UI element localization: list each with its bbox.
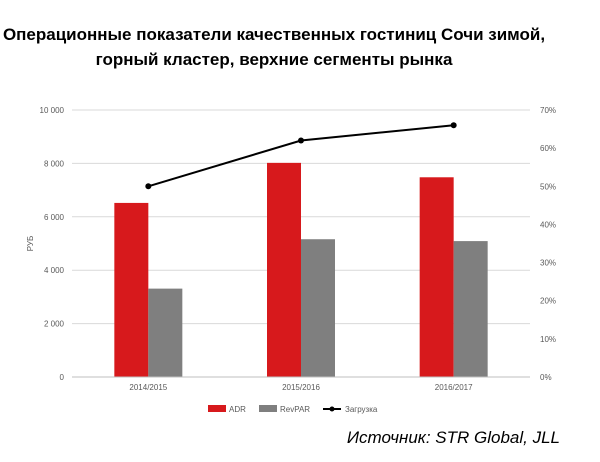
chart-title-line-1: Операционные показатели качественных гос… <box>2 25 546 44</box>
y2-tick-label: 30% <box>540 259 556 268</box>
occupancy-point <box>145 183 152 190</box>
y-tick-label: 4 000 <box>44 266 65 275</box>
bar-adr <box>267 162 301 377</box>
source-note: Источник: STR Global, JLL <box>346 428 560 447</box>
bar-adr <box>114 202 149 377</box>
y2-tick-label: 10% <box>540 335 556 344</box>
y-tick-label: 8 000 <box>44 159 65 168</box>
x-tick-label: 2015/2016 <box>282 383 320 392</box>
y2-tick-label: 20% <box>540 297 556 306</box>
legend: ADR RevPAR Загрузка <box>208 405 378 414</box>
y2-tick-label: 50% <box>540 182 556 191</box>
legend-label: Загрузка <box>345 405 378 414</box>
y-tick-label: 6 000 <box>44 213 65 222</box>
legend-label: ADR <box>229 405 246 414</box>
bar-revpar <box>453 241 488 377</box>
y2-tick-label: 60% <box>540 144 556 153</box>
occupancy-point <box>298 137 304 144</box>
y2-tick-label: 0% <box>540 373 552 382</box>
x-tick-label: 2014/2015 <box>129 383 167 392</box>
legend-swatch-adr <box>208 405 226 412</box>
chart-title: Операционные показатели качественных гос… <box>0 22 548 72</box>
axes: 0 2 000 4 000 6 000 8 000 10 000 0% 10% 20% 30% 40… <box>26 106 556 392</box>
y-tick-label: 10 000 <box>40 106 65 115</box>
bar-revpar <box>148 288 183 377</box>
y2-tick-label: 70% <box>540 106 556 115</box>
legend-swatch-marker <box>329 406 335 412</box>
occupancy-point <box>450 122 457 129</box>
legend-label: RevPAR <box>280 405 310 414</box>
bar-adr <box>419 177 454 377</box>
y2-tick-label: 40% <box>540 220 556 229</box>
y-axis-title: РУБ <box>26 236 35 252</box>
y-tick-label: 2 000 <box>44 320 65 329</box>
occupancy-line <box>145 122 457 190</box>
chart-title-line-2: горный кластер, верхние сегменты рынка <box>95 50 453 69</box>
legend-swatch-revpar <box>259 405 277 412</box>
bars <box>114 162 488 377</box>
y-tick-label: 0 <box>60 373 65 382</box>
x-tick-label: 2016/2017 <box>435 383 473 392</box>
bar-revpar <box>301 239 335 377</box>
